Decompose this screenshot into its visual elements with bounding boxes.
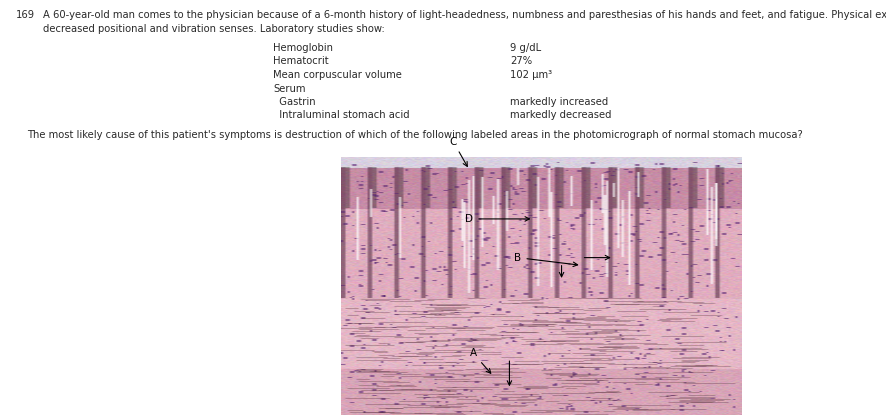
Text: B: B (515, 252, 578, 267)
Text: 9 g/dL: 9 g/dL (510, 43, 541, 53)
Text: 102 μm³: 102 μm³ (510, 70, 552, 80)
Text: Hematocrit: Hematocrit (273, 57, 329, 66)
Text: Intraluminal stomach acid: Intraluminal stomach acid (273, 110, 409, 121)
Text: 169: 169 (16, 10, 35, 20)
Text: Serum: Serum (273, 84, 306, 94)
Text: A 60-year-old man comes to the physician because of a 6-month history of light-h: A 60-year-old man comes to the physician… (43, 10, 886, 20)
Text: C: C (449, 136, 467, 166)
Text: D: D (465, 214, 530, 224)
Text: The most likely cause of this patient's symptoms is destruction of which of the : The most likely cause of this patient's … (27, 130, 803, 140)
Text: Hemoglobin: Hemoglobin (273, 43, 333, 53)
Text: markedly decreased: markedly decreased (510, 110, 611, 121)
Text: 27%: 27% (510, 57, 532, 66)
Text: Gastrin: Gastrin (273, 97, 315, 107)
Text: A: A (470, 348, 491, 373)
Text: markedly increased: markedly increased (510, 97, 609, 107)
Text: decreased positional and vibration senses. Laboratory studies show:: decreased positional and vibration sense… (43, 24, 385, 34)
Text: Mean corpuscular volume: Mean corpuscular volume (273, 70, 402, 80)
